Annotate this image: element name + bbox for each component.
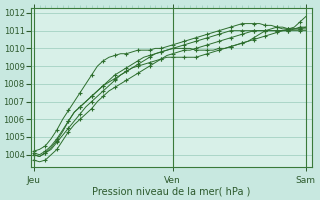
X-axis label: Pression niveau de la mer( hPa ): Pression niveau de la mer( hPa ) (92, 187, 251, 197)
